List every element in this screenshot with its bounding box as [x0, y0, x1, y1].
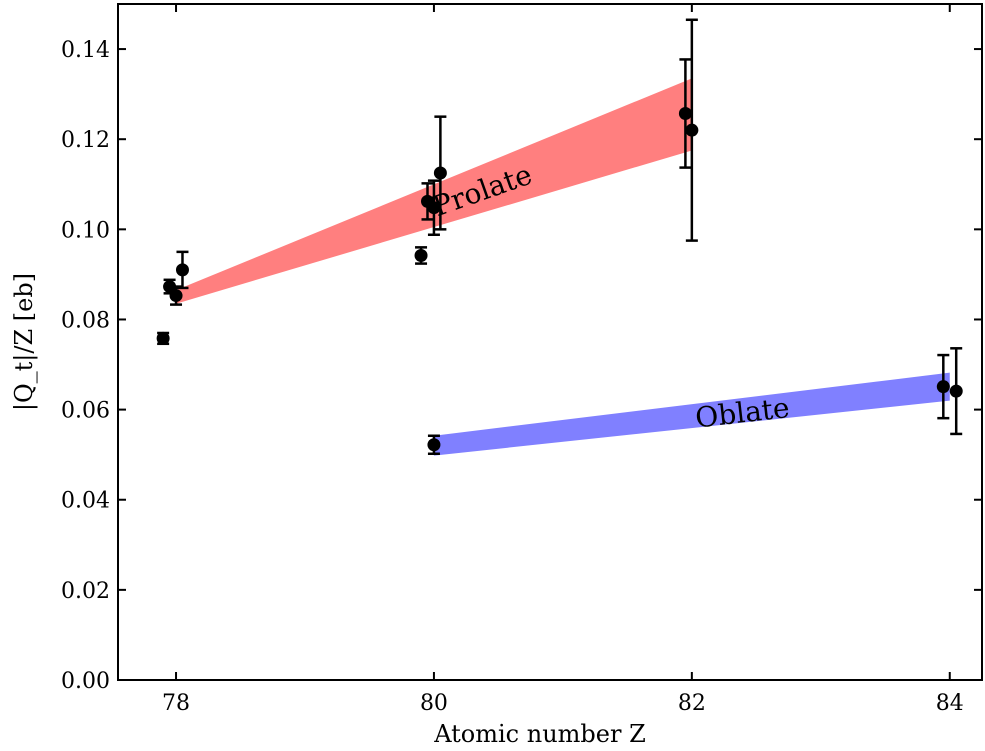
- data-point: [678, 58, 692, 169]
- data-point: [414, 246, 428, 265]
- bands-layer: [176, 78, 950, 456]
- plot-frame: [117, 3, 983, 681]
- point-marker: [175, 263, 189, 277]
- point-marker: [427, 201, 441, 215]
- y-tick-label: 0.04: [61, 489, 110, 514]
- data-point: [936, 353, 950, 420]
- x-tick-label: 80: [420, 691, 448, 716]
- band-oblate: [433, 372, 950, 456]
- point-marker: [163, 280, 177, 294]
- axes-layer: 78 80 82 84 0.00 0.02 0.04 0.06 0.08 0.10 0.12 0.14…: [10, 3, 983, 748]
- data-point: [949, 347, 963, 436]
- point-marker: [156, 331, 170, 345]
- point-marker: [169, 289, 183, 303]
- y-tick-label: 0.08: [61, 308, 110, 333]
- points-layer: [156, 18, 963, 456]
- point-marker: [427, 438, 441, 452]
- y-tick-label: 0.14: [61, 38, 110, 63]
- data-point: [156, 331, 170, 346]
- y-tick-label: 0.12: [61, 128, 110, 153]
- data-point: [169, 285, 183, 306]
- x-tick-label: 78: [162, 691, 190, 716]
- point-marker: [433, 166, 447, 180]
- data-point: [420, 182, 434, 221]
- point-marker: [414, 248, 428, 262]
- data-point: [163, 278, 177, 295]
- data-point: [685, 18, 699, 242]
- data-point: [427, 434, 441, 456]
- point-marker: [936, 380, 950, 394]
- data-point: [427, 179, 441, 236]
- y-axis-label: |Q_t|/Z [eb]: [10, 273, 39, 411]
- y-tick-label: 0.06: [61, 399, 110, 424]
- point-marker: [949, 384, 963, 398]
- x-tick-label: 82: [678, 691, 706, 716]
- x-axis-label: Atomic number Z: [433, 720, 646, 748]
- data-point: [433, 115, 447, 231]
- data-point: [175, 250, 189, 290]
- point-marker: [685, 123, 699, 137]
- y-tick-label: 0.02: [61, 579, 110, 604]
- point-marker: [678, 107, 692, 121]
- y-tick-label: 0.00: [61, 669, 110, 694]
- band-label-oblate: Oblate: [694, 391, 792, 435]
- x-tick-label: 84: [936, 691, 964, 716]
- y-tick-label: 0.10: [61, 218, 110, 243]
